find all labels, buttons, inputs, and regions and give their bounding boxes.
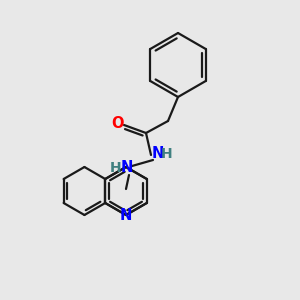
- Text: O: O: [111, 116, 123, 130]
- Text: N: N: [120, 208, 132, 224]
- Text: H: H: [161, 147, 173, 161]
- Text: H: H: [110, 161, 122, 175]
- Text: N: N: [121, 160, 133, 175]
- Text: N: N: [152, 146, 164, 161]
